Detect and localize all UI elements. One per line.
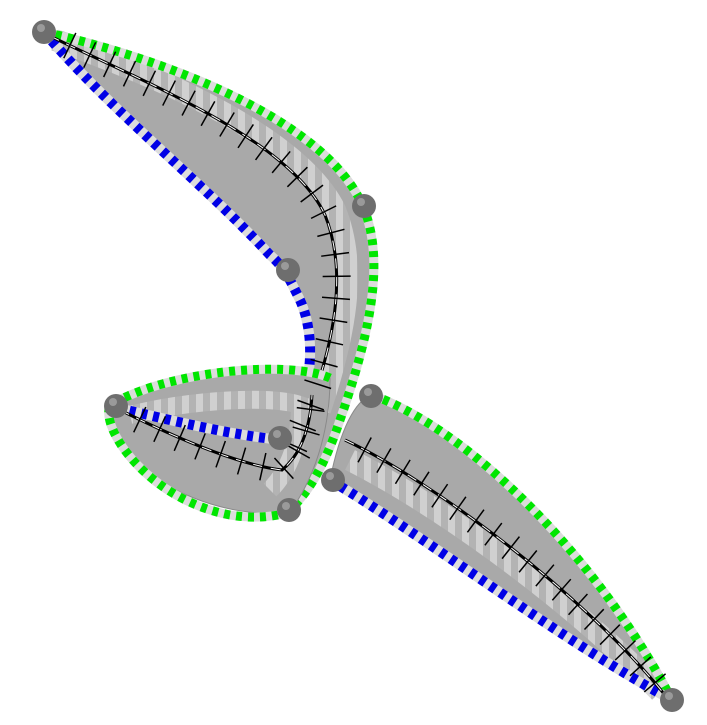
rung-tick [122, 60, 137, 87]
rung-tick [296, 406, 325, 413]
rung-tick [219, 112, 235, 137]
loop-inner-edge-checker [116, 403, 283, 445]
joint-bottom-right [660, 688, 684, 712]
lower-wing-inner-edge-checker [327, 475, 675, 705]
rung-tick [237, 124, 254, 149]
rung-tick [236, 447, 247, 475]
joint-loop-left [104, 394, 128, 418]
joint-lower-upper [359, 384, 383, 408]
rung-tick [315, 338, 344, 346]
rung-tick [629, 656, 652, 677]
rung-tick [643, 673, 667, 693]
rung-tick [317, 228, 345, 238]
rung-tick [431, 483, 449, 508]
rung-tick [215, 440, 227, 468]
joint-top-left [32, 20, 56, 44]
rung-tick [394, 459, 411, 485]
joints-layer [32, 20, 684, 712]
rung-tick [271, 150, 291, 174]
rung-tick [357, 437, 372, 463]
rung-tick [614, 640, 636, 661]
rung-tick [289, 419, 317, 432]
rung-tick [518, 550, 538, 573]
rung-tick [304, 379, 332, 390]
rung-tick [310, 205, 337, 220]
rung-tick [568, 593, 588, 616]
upper-wing-inner-edge-checker [40, 28, 316, 443]
lower-wing-band [345, 450, 668, 700]
rung-tick [501, 536, 521, 560]
rung-tick [449, 496, 467, 521]
rung-tick [376, 448, 392, 474]
rung-tick [300, 184, 324, 203]
rung-tick [599, 624, 621, 646]
rung-tick [535, 564, 555, 587]
rung-tick [551, 578, 572, 601]
rung-tick [286, 166, 308, 188]
rung-tick [413, 471, 430, 496]
rung-tick [162, 80, 177, 106]
joint-loop-bottom [277, 498, 301, 522]
joint-lower-start [321, 468, 345, 492]
rung-tick [466, 509, 485, 533]
upper-wing-outer-edge-checker [43, 27, 379, 514]
ribbon-rungs [63, 32, 667, 693]
rung-tick [153, 415, 167, 443]
rung-tick [200, 100, 216, 127]
rung-tick [254, 136, 273, 161]
rung-tick [292, 426, 320, 436]
upper-wing-band [51, 29, 358, 414]
rung-tick [285, 443, 311, 459]
rung-tick [321, 251, 350, 257]
rung-tick [259, 452, 267, 481]
rung-tick [321, 296, 350, 301]
joint-loop-center [268, 426, 292, 450]
rung-tick [63, 32, 77, 59]
rung-tick [273, 457, 294, 480]
rung-tick [194, 433, 206, 460]
rung-tick [181, 90, 196, 116]
rung-tick [583, 608, 605, 631]
rung-tick [102, 51, 117, 78]
upper-wing-segment [40, 27, 379, 514]
rung-tick [484, 522, 503, 546]
loop-segment [104, 364, 332, 522]
joint-mid [276, 258, 300, 282]
rung-tick [173, 424, 186, 452]
rung-tick [310, 358, 338, 368]
rung-tick [297, 399, 325, 411]
lower-wing-outer-edge-checker [370, 390, 677, 703]
rung-tick [142, 70, 157, 97]
lower-wing-segment [327, 390, 677, 705]
rung-tick [83, 41, 97, 68]
rung-tick [133, 406, 147, 433]
loop-outer-edge-checker [104, 364, 332, 522]
rung-tick [319, 317, 348, 324]
joint-upper-right [352, 194, 376, 218]
